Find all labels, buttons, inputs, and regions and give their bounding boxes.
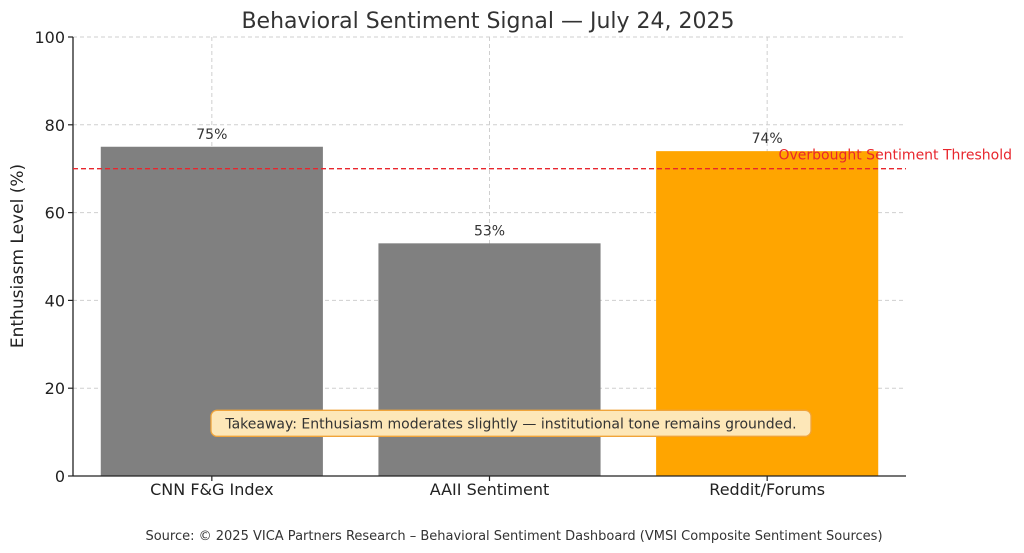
x-tick-label: Reddit/Forums <box>709 480 825 499</box>
y-tick-label: 20 <box>45 379 65 398</box>
source-note: Source: © 2025 VICA Partners Research – … <box>145 529 882 544</box>
takeaway-text: Takeaway: Enthusiasm moderates slightly … <box>224 416 796 432</box>
takeaway-box <box>210 409 812 437</box>
y-tick-label: 100 <box>34 28 65 47</box>
bar-value-label: 74% <box>752 131 783 147</box>
labels: 0 20 40 60 80 100 75% CNN F&G Index 53% AAII Sent… <box>34 28 1012 499</box>
y-tick-label: 40 <box>45 291 65 310</box>
chart-title: Behavioral Sentiment Signal — July 24, 2… <box>241 9 734 34</box>
bar-value-label: 75% <box>196 127 227 143</box>
x-tick-label: CNN F&G Index <box>150 480 273 499</box>
bar-value-label: 53% <box>474 223 505 239</box>
y-axis-label: Enthusiasm Level (%) <box>8 164 28 348</box>
y-tick-label: 60 <box>45 204 65 223</box>
y-tick-label: 0 <box>55 467 65 486</box>
x-tick-label: AAII Sentiment <box>430 480 550 499</box>
bar-2 <box>378 243 601 476</box>
axes <box>68 36 906 481</box>
threshold-label: Overbought Sentiment Threshold <box>778 148 1012 164</box>
y-tick-label: 80 <box>45 116 65 135</box>
